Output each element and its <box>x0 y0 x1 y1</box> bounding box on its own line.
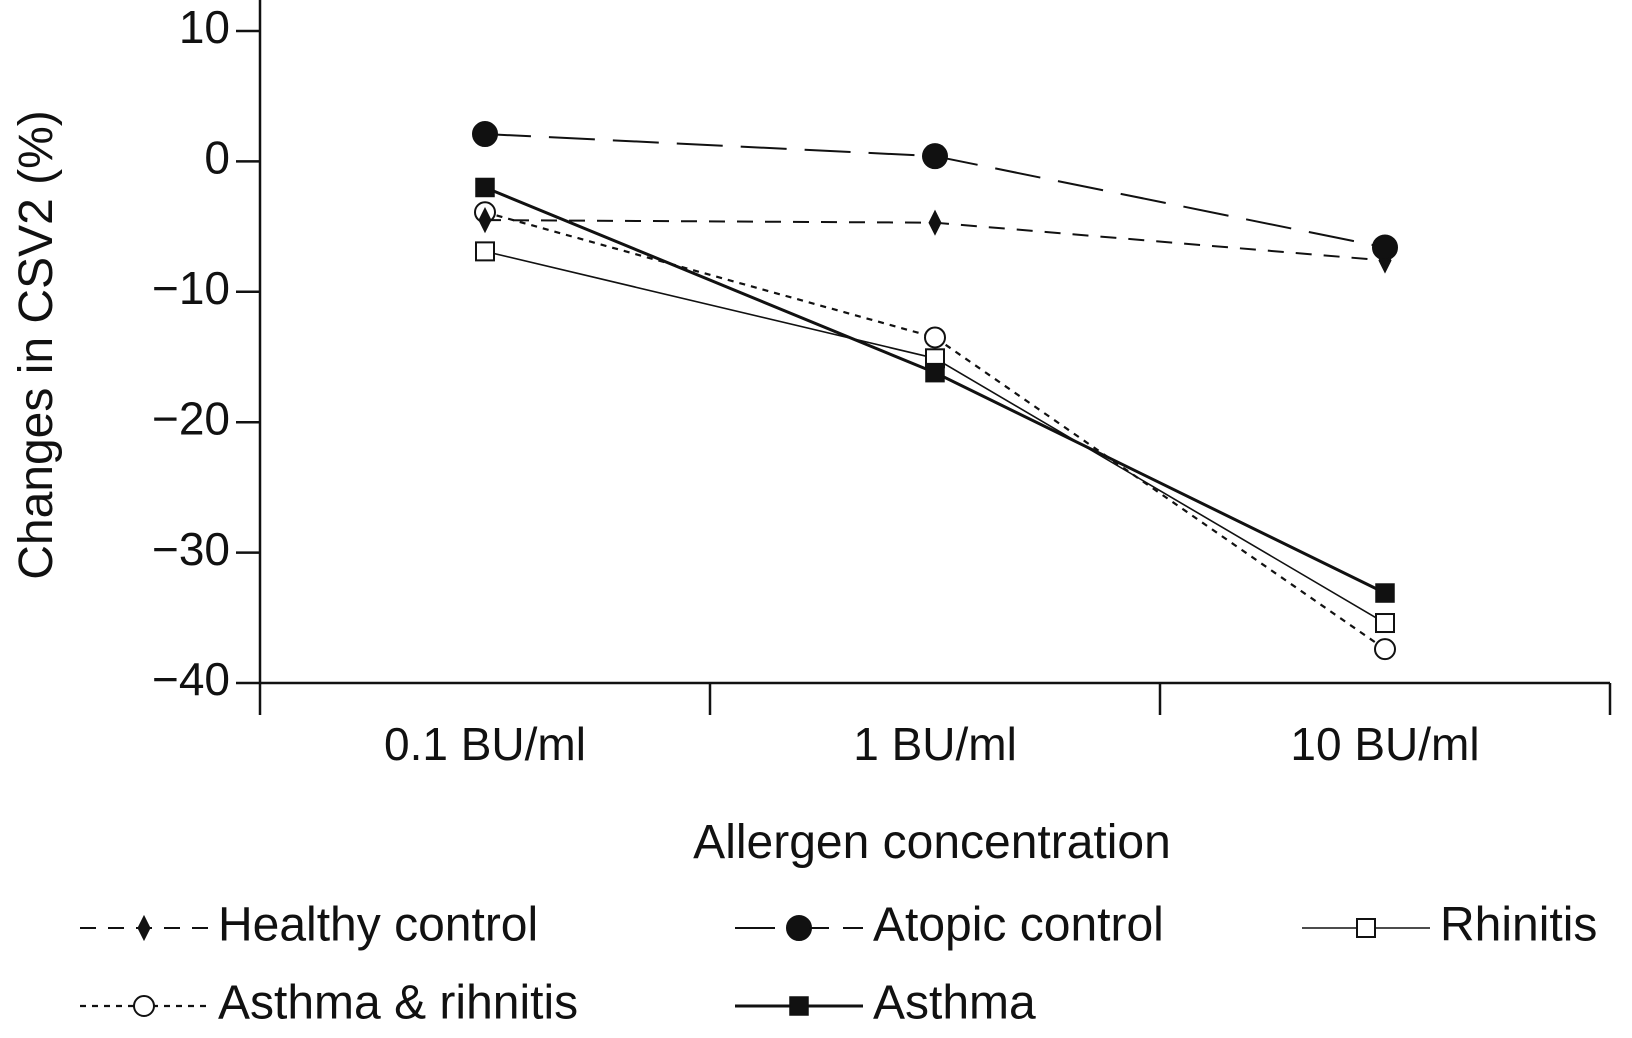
legend-marker <box>786 915 812 941</box>
data-point <box>924 326 946 349</box>
legend-item-asthma-and-rhinitis: Asthma & rihnitis <box>80 977 578 1030</box>
data-point <box>1375 583 1395 603</box>
data-point <box>1375 613 1395 634</box>
x-tick-label: 1 BU/ml <box>853 718 1017 770</box>
legend-label: Rhinitis <box>1440 899 1597 952</box>
data-point <box>928 209 942 236</box>
legend-item-rhinitis: Rhinitis <box>1302 899 1597 952</box>
series-asthma-and-rihnitis <box>474 201 1396 661</box>
x-axis-ticks: 0.1 BU/ml 1 BU/ml 10 BU/ml <box>258 683 1612 770</box>
series-layer <box>472 121 1398 661</box>
series-line <box>484 211 1386 651</box>
legend-marker <box>1356 918 1376 938</box>
series-line <box>484 250 1386 624</box>
x-tick-label: 0.1 BU/ml <box>384 718 586 770</box>
data-point <box>472 121 498 148</box>
legend-swatch <box>735 996 863 1016</box>
y-tick-label: −40 <box>152 653 230 705</box>
legend-label: Asthma <box>873 977 1036 1030</box>
legend-item-asthma: Asthma <box>735 977 1036 1030</box>
legend-swatch <box>1302 918 1430 938</box>
series-atopic-control <box>472 121 1398 261</box>
legend-item-healthy-control: Healthy control <box>80 899 538 952</box>
legend-marker <box>133 995 155 1017</box>
x-tick-label: 10 BU/ml <box>1290 718 1479 770</box>
legend-item-atopic-control: Atopic control <box>735 899 1164 952</box>
series-healthy-control <box>478 206 1392 274</box>
legend-swatch <box>80 914 208 942</box>
data-point <box>1372 234 1398 261</box>
legend-label: Atopic control <box>873 899 1164 952</box>
legend-label: Asthma & rihnitis <box>218 977 578 1030</box>
data-point <box>475 177 495 198</box>
data-point <box>478 206 492 234</box>
series-asthma <box>475 177 1395 603</box>
axes <box>258 0 1610 685</box>
y-tick-label: 0 <box>204 132 230 184</box>
data-point <box>1374 638 1396 661</box>
y-tick-label: 10 <box>179 1 230 53</box>
legend-swatch <box>80 995 208 1017</box>
data-point <box>925 362 945 383</box>
data-point <box>475 241 495 262</box>
y-tick-label: −20 <box>152 392 230 444</box>
data-point <box>922 143 948 170</box>
y-tick-label: −10 <box>152 262 230 314</box>
legend-swatch <box>735 915 863 941</box>
y-axis-ticks: 10 0 −10 −20 −30 −40 <box>152 1 260 705</box>
legend-label: Healthy control <box>218 899 538 952</box>
legend: Healthy control Atopic control Rhinitis … <box>80 899 1597 1030</box>
y-tick-label: −30 <box>152 523 230 575</box>
legend-marker <box>789 996 809 1016</box>
y-axis-title: Changes in CSV2 (%) <box>10 110 63 580</box>
x-axis-title: Allergen concentration <box>693 816 1171 869</box>
series-rhinitis <box>475 241 1395 634</box>
legend-marker <box>137 914 151 942</box>
